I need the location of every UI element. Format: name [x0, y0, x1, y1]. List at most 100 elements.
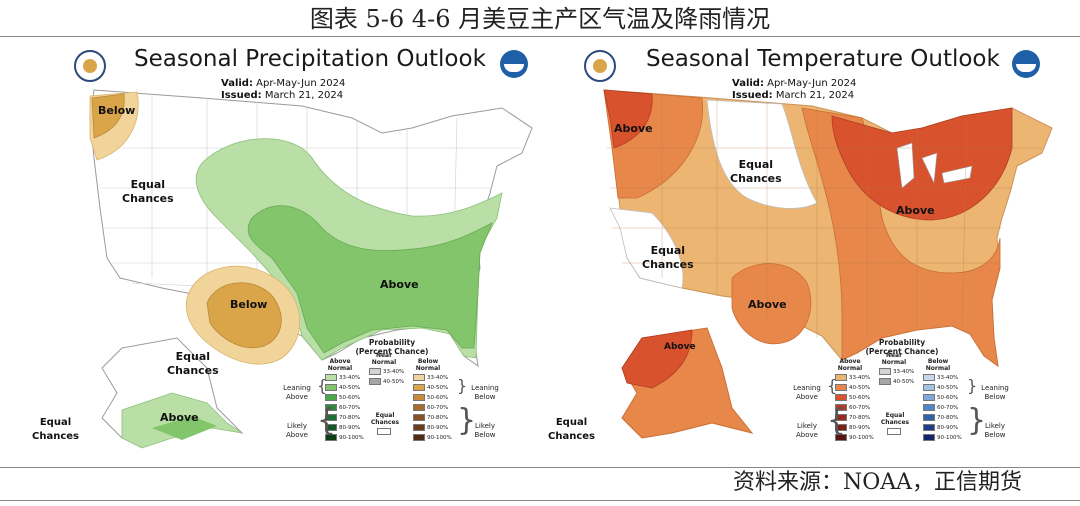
legend-equal-chances: Equal Chances: [370, 412, 400, 426]
legend-swatch: [413, 404, 425, 411]
region-label: Equal Chances: [32, 417, 79, 442]
legend-bracket: }: [457, 403, 477, 438]
legend-swatch: [325, 434, 337, 441]
region-label: Equal Chances: [548, 417, 595, 442]
legend-col-near: Near Normal: [881, 352, 907, 366]
legend-likely-below: Likely Below: [984, 422, 1006, 439]
bottom-divider: [0, 467, 1080, 468]
region-label: Above: [160, 411, 199, 424]
legend-likely-above: Likely Above: [286, 422, 308, 439]
legend-swatch: [923, 394, 935, 401]
legend-step-label: 60-70%: [339, 405, 361, 411]
legend-swatch: [923, 414, 935, 421]
precip-above-40-area: [247, 205, 493, 354]
precipitation-map-svg: [89, 89, 533, 449]
legend-leaning-above: Leaning Above: [283, 384, 311, 401]
legend-swatch: [923, 424, 935, 431]
figure-title: 图表 5-6 4-6 月美豆主产区气温及降雨情况: [309, 5, 771, 33]
legend-col-below: Below Normal: [415, 358, 441, 372]
legend-step-label: 80-90%: [427, 425, 449, 431]
legend-bracket: {: [317, 376, 328, 395]
legend-swatch: [325, 424, 337, 431]
temperature-map-panel: Seasonal Temperature Outlook Valid: Apr-…: [542, 38, 1078, 466]
legend-swatch: [413, 394, 425, 401]
bottom-rule: [0, 500, 1080, 501]
legend-swatch: [923, 404, 935, 411]
legend-col-above: Above Normal: [327, 358, 353, 372]
precip-below-nw-40: [91, 93, 125, 139]
region-label: Equal Chances: [730, 158, 782, 185]
legend-step-label: 80-90%: [849, 425, 871, 431]
legend-swatch: [923, 384, 935, 391]
noaa-logo-icon: [1012, 50, 1040, 78]
legend-swatch: [835, 394, 847, 401]
legend-step-label: 70-80%: [937, 415, 959, 421]
legend-step-label: 33-40%: [427, 375, 449, 381]
alaska-above-dark: [152, 416, 217, 440]
legend-swatch: [923, 374, 935, 381]
legend-bracket: }: [967, 403, 987, 438]
region-label: Above: [380, 278, 419, 291]
legend-step-label: 70-80%: [427, 415, 449, 421]
legend-step-label: 80-90%: [339, 425, 361, 431]
legend-swatch: [835, 414, 847, 421]
alaska-above-50: [621, 329, 693, 389]
temp-equal-north: [706, 99, 818, 209]
legend-swatch: [325, 384, 337, 391]
noaa-logo-icon: [500, 50, 528, 78]
precipitation-issued: Issued: March 21, 2024: [221, 90, 344, 101]
legend-swatch: [835, 374, 847, 381]
legend-step-label: 60-70%: [937, 405, 959, 411]
legend-step-label: 40-50%: [383, 379, 405, 385]
legend-step-label: 33-40%: [849, 375, 871, 381]
precipitation-map-panel: Seasonal Precipitation Outlook Valid: Ap…: [2, 38, 538, 466]
legend-swatch: [835, 424, 847, 431]
legend-step-label: 40-50%: [849, 385, 871, 391]
legend-step-label: 60-70%: [427, 405, 449, 411]
temperature-title: Seasonal Temperature Outlook: [646, 46, 1000, 72]
legend-title: Probability (Percent Chance): [355, 338, 429, 356]
legend-swatch: [413, 374, 425, 381]
legend-step-label: 70-80%: [849, 415, 871, 421]
legend-step-label: 40-50%: [893, 379, 915, 385]
region-label: Above: [614, 122, 653, 135]
region-label: Equal Chances: [122, 178, 174, 205]
legend-swatch: [325, 374, 337, 381]
precipitation-title: Seasonal Precipitation Outlook: [134, 46, 486, 72]
commerce-seal-icon: [584, 50, 616, 82]
region-label: Above: [748, 298, 787, 311]
region-label: Equal Chances: [167, 350, 219, 377]
temperature-valid: Valid: Apr-May-Jun 2024: [732, 78, 857, 89]
commerce-seal-icon: [74, 50, 106, 82]
legend-step-label: 33-40%: [383, 369, 405, 375]
legend-equal-chances: Equal Chances: [880, 412, 910, 426]
legend-step-label: 40-50%: [339, 385, 361, 391]
temperature-issued: Issued: March 21, 2024: [732, 90, 855, 101]
legend-leaning-below: Leaning Below: [981, 384, 1009, 401]
legend-step-label: 33-40%: [893, 369, 915, 375]
legend-step-label: 40-50%: [427, 385, 449, 391]
legend-swatch: [835, 404, 847, 411]
region-label: Above: [896, 204, 935, 217]
legend-equal-swatch: [887, 428, 901, 435]
legend-swatch: [413, 424, 425, 431]
temperature-legend: Probability (Percent Chance) Above Normal…: [787, 338, 1022, 464]
temp-above-50-north: [831, 107, 1013, 221]
legend-swatch: [369, 378, 381, 385]
region-label: Below: [230, 298, 268, 311]
precipitation-legend: Probability (Percent Chance) Above Normal…: [277, 338, 512, 464]
legend-swatch: [879, 368, 891, 375]
region-label: Above: [664, 342, 696, 352]
legend-swatch: [835, 434, 847, 441]
legend-step-label: 90-100%: [427, 435, 452, 441]
legend-likely-below: Likely Below: [474, 422, 496, 439]
precip-below-sw-40: [206, 282, 282, 349]
legend-step-label: 50-60%: [427, 395, 449, 401]
legend-col-near: Near Normal: [371, 352, 397, 366]
region-label: Equal Chances: [642, 244, 694, 271]
legend-swatch: [413, 384, 425, 391]
legend-title: Probability (Percent Chance): [865, 338, 939, 356]
legend-swatch: [413, 414, 425, 421]
region-label: Below: [98, 104, 136, 117]
legend-step-label: 50-60%: [937, 395, 959, 401]
